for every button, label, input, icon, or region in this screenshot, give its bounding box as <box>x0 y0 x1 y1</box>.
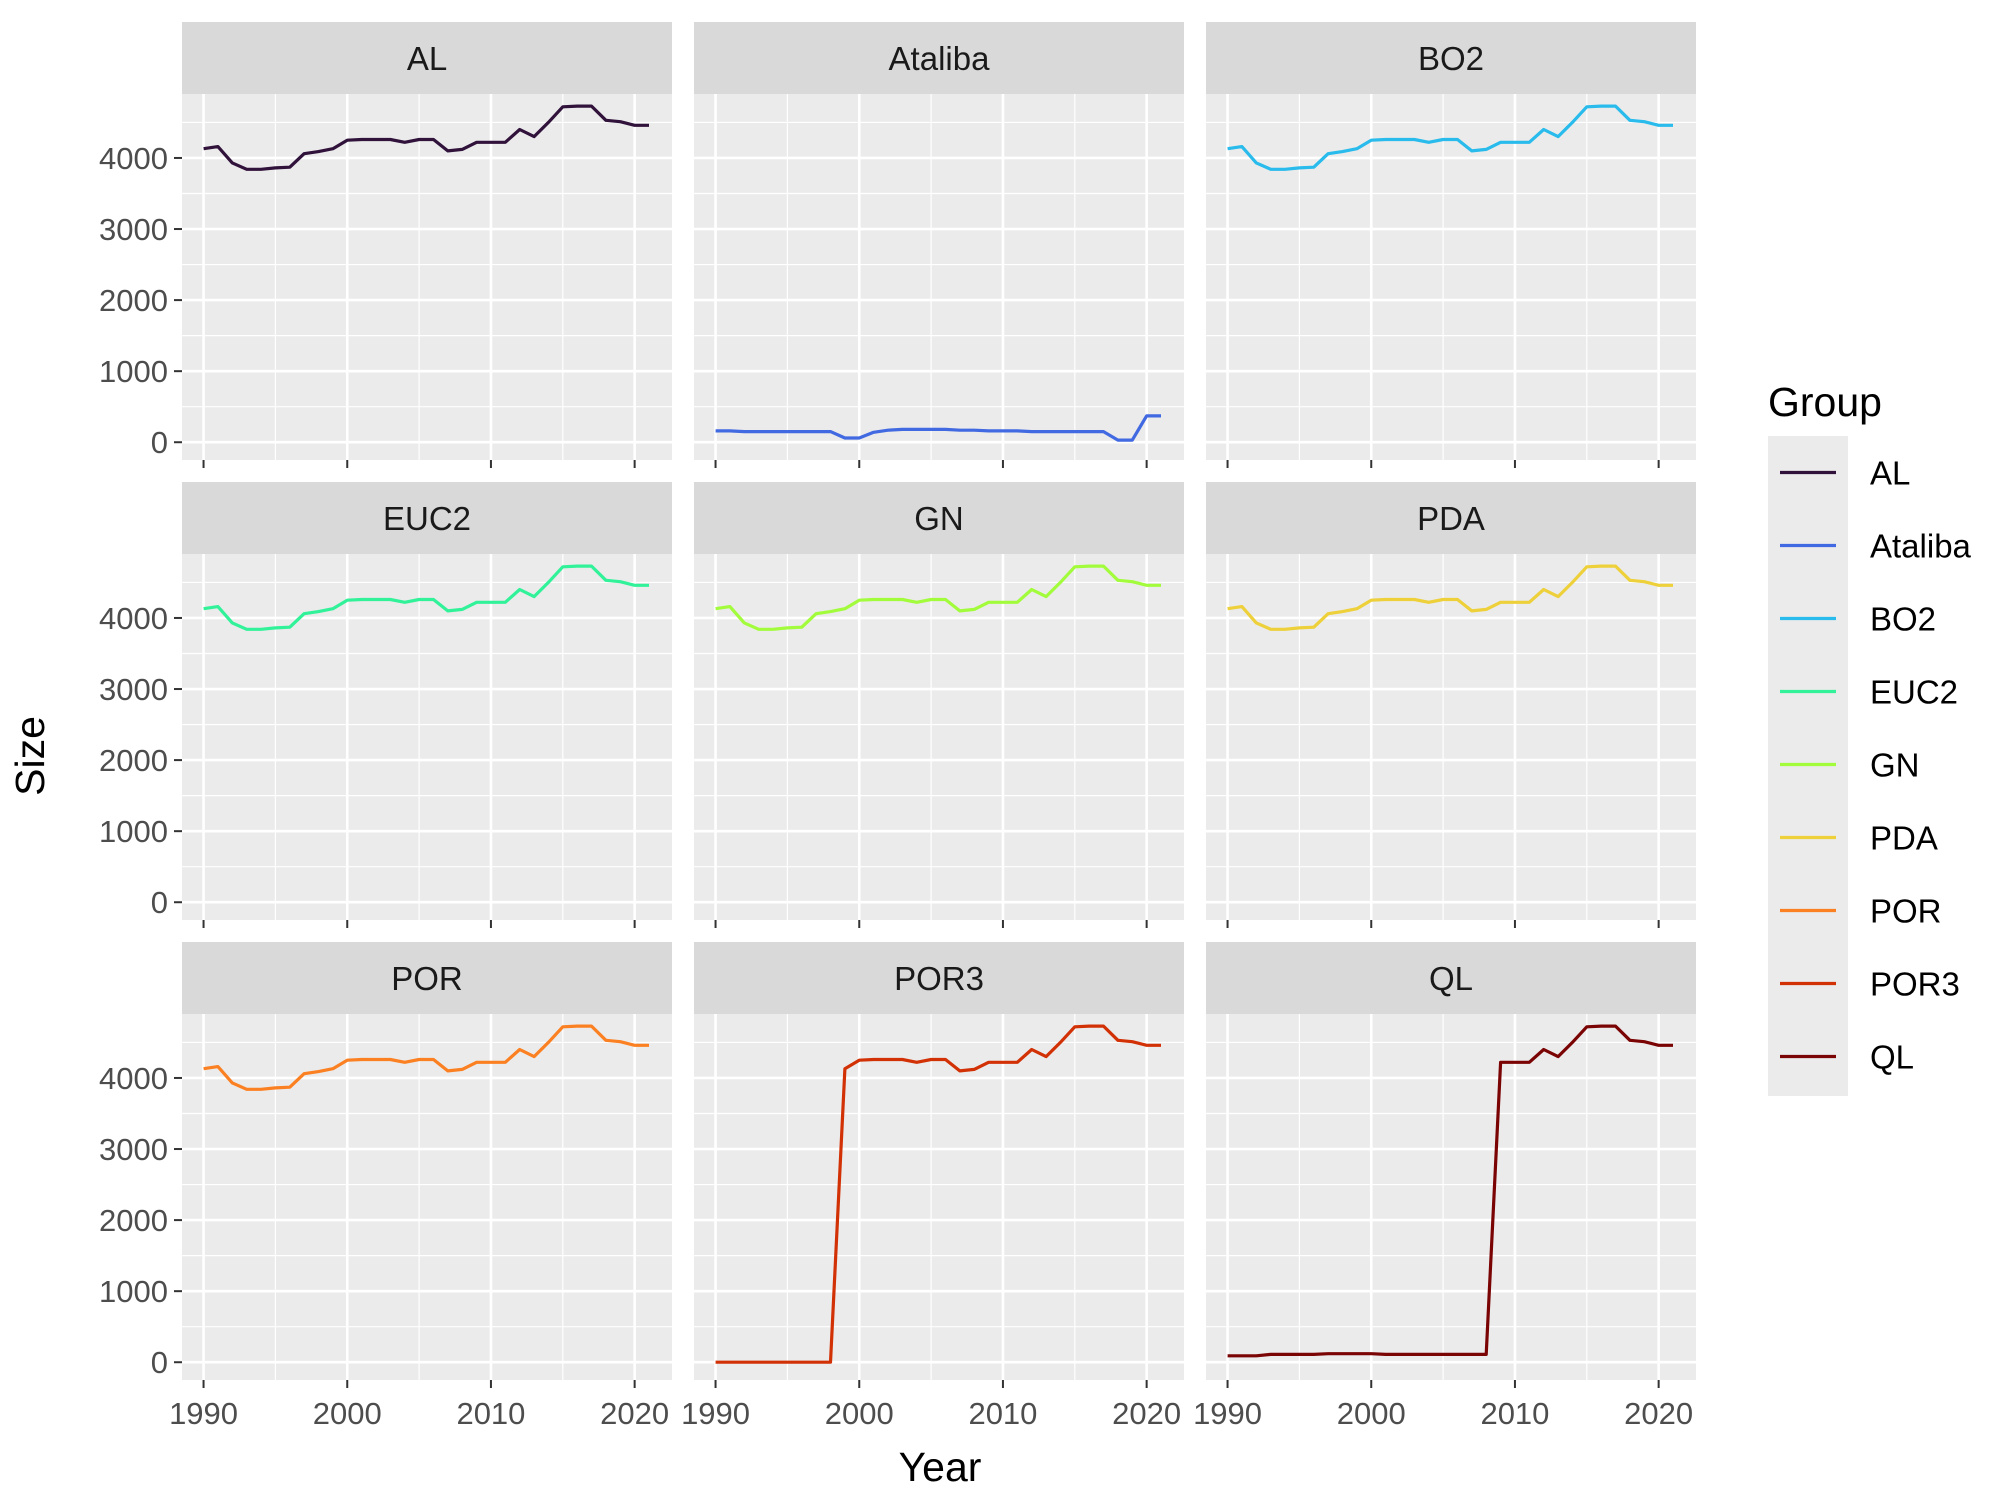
x-tick-label: 2000 <box>313 1396 382 1431</box>
facet-strip <box>182 942 672 1014</box>
panel-background <box>694 1014 1184 1380</box>
legend-label-QL: QL <box>1870 1039 1914 1076</box>
y-tick-label: 0 <box>151 885 168 920</box>
panel-background <box>694 554 1184 920</box>
facet-strip <box>1206 482 1696 554</box>
legend-label-Ataliba: Ataliba <box>1870 528 1972 565</box>
facet-strip-label: POR3 <box>894 960 984 997</box>
legend-label-PDA: PDA <box>1870 820 1938 857</box>
y-tick-label: 2000 <box>99 743 168 778</box>
facet-panel-Ataliba: Ataliba <box>694 22 1184 468</box>
series-line-GN <box>715 564 1161 631</box>
y-tick-label: 2000 <box>99 1203 168 1238</box>
facet-strip <box>694 22 1184 94</box>
panel-background <box>182 554 672 920</box>
x-axis-title: Year <box>899 1444 982 1490</box>
legend-label-POR: POR <box>1870 893 1942 930</box>
facet-panel-GN: GN <box>694 482 1184 928</box>
panel-background <box>182 94 672 460</box>
legend-label-BO2: BO2 <box>1870 601 1936 638</box>
panel-background <box>1206 1014 1696 1380</box>
facet-strip-label: AL <box>407 40 447 77</box>
facet-panel-AL: AL 0 1000 2000 3000 4000 <box>99 22 672 468</box>
panel-background <box>694 94 1184 460</box>
x-tick-label: 2020 <box>1112 1396 1181 1431</box>
facet-strip-label: QL <box>1429 960 1473 997</box>
x-tick-label: 1990 <box>1193 1396 1262 1431</box>
x-tick-label: 2020 <box>1624 1396 1693 1431</box>
x-tick-label: 2010 <box>1480 1396 1549 1431</box>
panel-background <box>1206 94 1696 460</box>
series-line-PDA <box>1227 564 1673 631</box>
series-line-BO2 <box>1227 104 1673 171</box>
y-tick-label: 0 <box>151 1345 168 1380</box>
facet-panel-BO2: BO2 <box>1206 22 1696 468</box>
y-tick-label: 3000 <box>99 212 168 247</box>
facet-strip-label: BO2 <box>1418 40 1484 77</box>
facet-strip <box>182 482 672 554</box>
facet-strip-label: GN <box>914 500 964 537</box>
legend-label-POR3: POR3 <box>1870 966 1960 1003</box>
x-tick-label: 1990 <box>169 1396 238 1431</box>
facet-panel-QL: QL 1990 2000 2010 2020 <box>1193 942 1696 1431</box>
x-tick-label: 2000 <box>825 1396 894 1431</box>
y-tick-label: 2000 <box>99 283 168 318</box>
y-tick-label: 1000 <box>99 814 168 849</box>
legend-label-AL: AL <box>1870 455 1910 492</box>
legend-label-GN: GN <box>1870 747 1920 784</box>
facet-strip-label: POR <box>391 960 463 997</box>
facet-strip <box>182 22 672 94</box>
facet-strip <box>694 942 1184 1014</box>
series-line-Ataliba <box>715 414 1161 442</box>
x-tick-label: 1990 <box>681 1396 750 1431</box>
legend: Group AL Ataliba BO2 EUC2 GN PDA POR POR3 QL <box>1768 379 1972 1096</box>
y-tick-label: 1000 <box>99 1274 168 1309</box>
y-tick-label: 4000 <box>99 141 168 176</box>
y-tick-label: 4000 <box>99 1061 168 1096</box>
y-tick-label: 3000 <box>99 1132 168 1167</box>
panel-background <box>182 1014 672 1380</box>
facet-panel-POR3: POR3 1990 2000 2010 2020 <box>681 942 1184 1431</box>
y-tick-label: 3000 <box>99 672 168 707</box>
y-axis-title: Size <box>7 716 53 796</box>
facet-panel-PDA: PDA <box>1206 482 1696 928</box>
series-line-AL <box>203 104 649 171</box>
y-tick-label: 4000 <box>99 601 168 636</box>
facet-panel-EUC2: EUC2 0 1000 2000 3000 4000 <box>99 482 672 928</box>
x-tick-label: 2010 <box>456 1396 525 1431</box>
panel-background <box>1206 554 1696 920</box>
y-tick-label: 0 <box>151 425 168 460</box>
series-line-POR3 <box>715 1024 1161 1364</box>
facet-strip-label: PDA <box>1417 500 1485 537</box>
series-line-POR <box>203 1024 649 1091</box>
x-tick-label: 2010 <box>968 1396 1037 1431</box>
legend-label-EUC2: EUC2 <box>1870 674 1958 711</box>
facet-strip <box>1206 22 1696 94</box>
series-line-QL <box>1227 1024 1673 1358</box>
facet-strip <box>694 482 1184 554</box>
series-line-EUC2 <box>203 564 649 631</box>
x-tick-label: 2000 <box>1337 1396 1406 1431</box>
legend-title: Group <box>1768 379 1882 425</box>
facet-panels: AL 0 1000 2000 3000 4000 Ataliba BO2 EUC2 0 1000 20… <box>99 22 1696 1431</box>
x-tick-label: 2020 <box>600 1396 669 1431</box>
facet-strip-label: Ataliba <box>889 40 991 77</box>
y-tick-label: 1000 <box>99 354 168 389</box>
facet-strip <box>1206 942 1696 1014</box>
facet-strip-label: EUC2 <box>383 500 471 537</box>
facet-panel-POR: POR 0 1000 2000 3000 4000 1990 2000 2010 2020 <box>99 942 672 1431</box>
